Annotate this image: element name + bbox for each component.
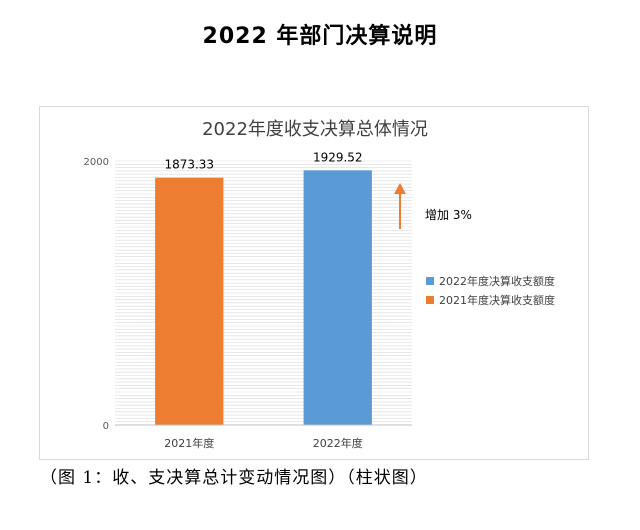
bar (155, 177, 224, 425)
x-category-label: 2022年度 (313, 436, 363, 450)
y-tick-label: 2000 (84, 157, 109, 168)
legend-item-label: 2022年度决算收支额度 (439, 274, 555, 288)
x-category-label: 2021年度 (164, 436, 214, 450)
bar-value-label: 1873.33 (164, 158, 214, 172)
arrow-head-icon (394, 183, 406, 194)
y-tick-label: 0 (103, 421, 109, 432)
bars: 1873.33 1929.52 (115, 150, 412, 426)
bar-value-label: 1929.52 (313, 150, 363, 164)
page-title: 2022 年部门决算说明 (202, 24, 438, 49)
legend-swatch (426, 296, 434, 304)
chart-legend: 2022年度决算收支额度 2021年度决算收支额度 (426, 274, 555, 307)
legend-swatch (426, 277, 434, 285)
increase-annotation-label: 增加 3% (425, 208, 472, 222)
bar-chart: 0 2000 1873.33 1929.52 2021年度 2022年度 2022年度… (84, 119, 555, 450)
y-axis-ticks: 0 2000 (84, 157, 109, 432)
x-axis-categories: 2021年度 2022年度 (164, 436, 363, 450)
legend-item-label: 2021年度决算收支额度 (439, 293, 555, 307)
increase-annotation: 增加 3% (394, 183, 472, 229)
figure-caption: （图 1：收、支决算总计变动情况图）（柱状图） (40, 468, 428, 488)
chart-title: 2022年度收支决算总体情况 (202, 119, 428, 140)
bar (303, 170, 372, 425)
chart-container: 0 2000 1873.33 1929.52 2021年度 2022年度 2022年度… (39, 106, 589, 460)
